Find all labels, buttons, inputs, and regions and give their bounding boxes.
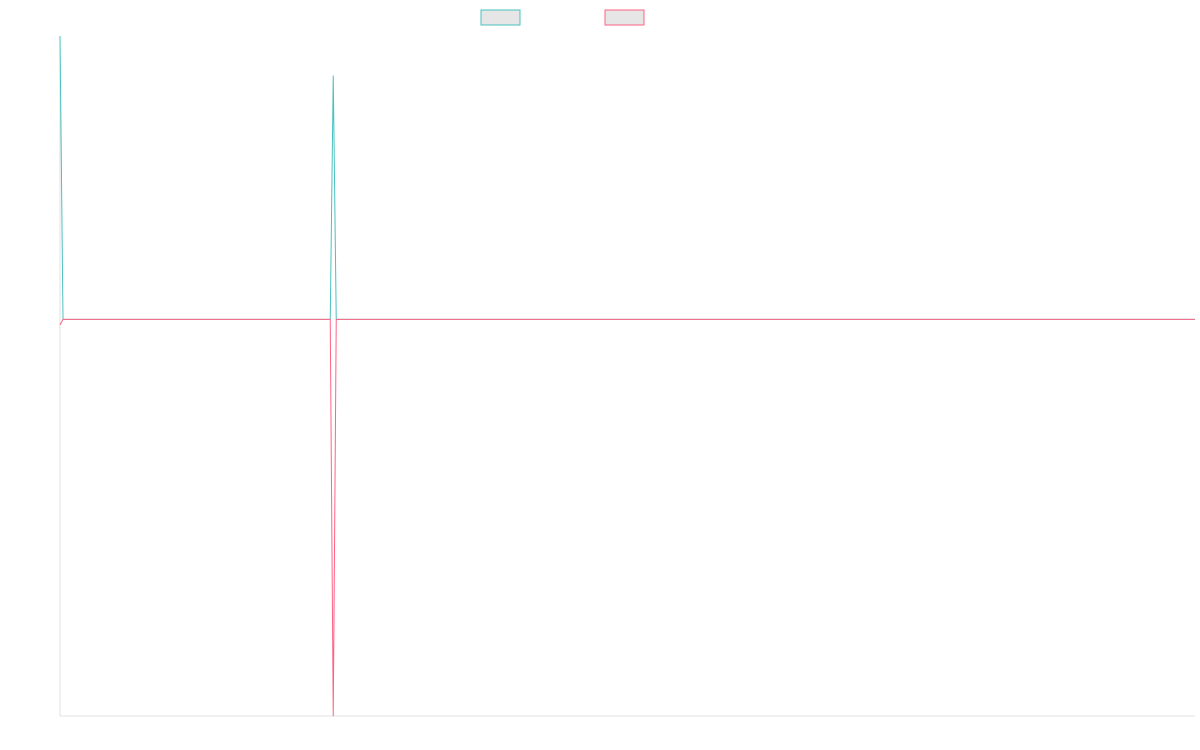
legend bbox=[480, 9, 645, 26]
legend-swatch bbox=[480, 9, 521, 26]
series-line bbox=[59, 318, 1195, 717]
series-line bbox=[59, 35, 1195, 320]
legend-swatch bbox=[604, 9, 645, 26]
